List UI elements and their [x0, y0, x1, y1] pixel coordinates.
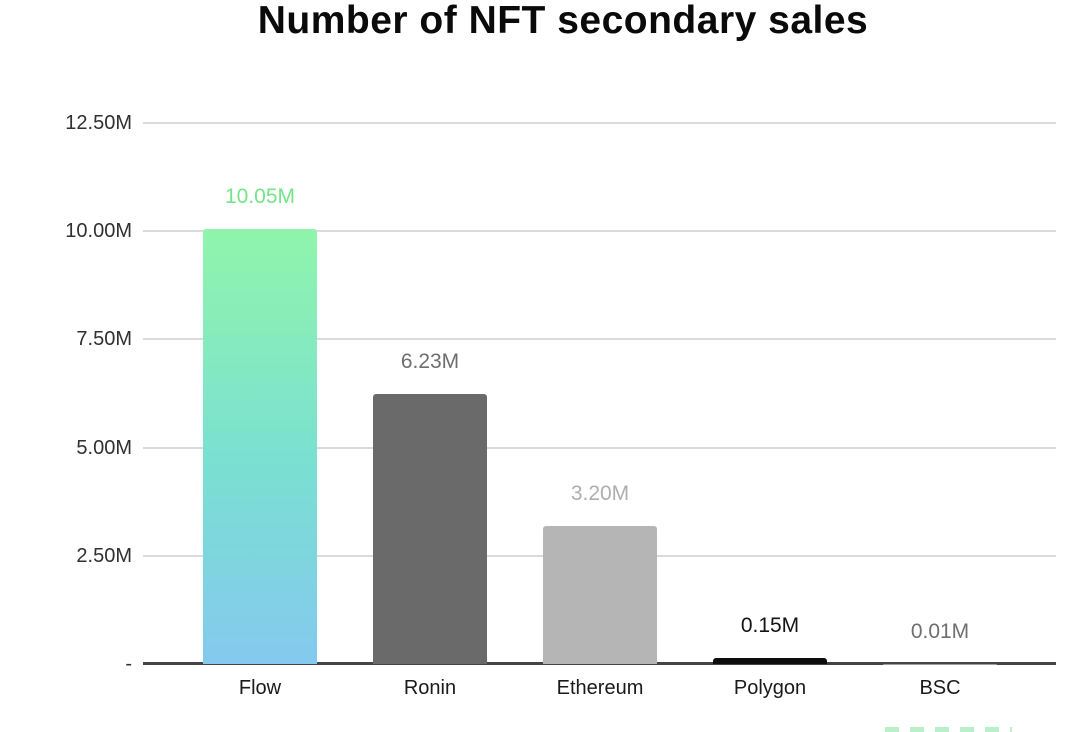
gridline-5.00M [143, 446, 1056, 449]
bar-polygon [713, 657, 827, 664]
gridline-10.00M [143, 230, 1056, 233]
y-axis-tick-5.00M: 5.00M [76, 436, 132, 459]
bar-flow [203, 229, 317, 664]
y-axis-tick--: - [125, 653, 132, 675]
gridline-7.50M [143, 338, 1056, 341]
y-axis-tick-10.00M: 10.00M [65, 220, 132, 243]
value-label-bsc: 0.01M [910, 619, 970, 643]
bar-ronin [373, 394, 487, 664]
x-axis-label-ronin: Ronin [403, 677, 457, 699]
value-label-ronin: 6.23M [400, 350, 460, 374]
x-axis-label-ethereum: Ethereum [556, 677, 644, 699]
y-axis-tick-7.50M: 7.50M [76, 328, 132, 351]
value-label-flow: 10.05M [224, 185, 296, 209]
value-label-ethereum: 3.20M [570, 481, 630, 505]
cutoff-green-dashes [885, 727, 1012, 732]
gridline-12.50M [143, 122, 1056, 124]
x-axis-label-flow: Flow [238, 677, 282, 699]
x-axis-label-polygon: Polygon [733, 677, 807, 699]
chart-title: Number of NFT secondary sales [257, 0, 869, 42]
value-label-polygon: 0.15M [740, 613, 800, 637]
y-axis-tick-2.50M: 2.50M [76, 544, 132, 567]
x-axis-label-bsc: BSC [919, 677, 961, 699]
y-axis-tick-12.50M: 12.50M [65, 112, 132, 134]
bar-ethereum [543, 525, 657, 664]
